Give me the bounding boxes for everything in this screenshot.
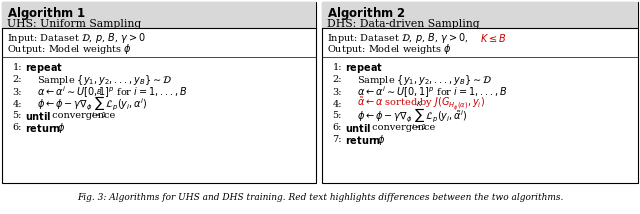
Text: $\mathbf{return}$: $\mathbf{return}$ xyxy=(25,122,61,134)
Text: 4:: 4: xyxy=(13,100,22,108)
Text: 1:: 1: xyxy=(333,64,342,73)
Text: convergence: convergence xyxy=(49,111,115,120)
Text: 3:: 3: xyxy=(333,88,342,97)
Text: Sample $\{y_1, y_2, ..., y_B\} \sim \mathcal{D}$: Sample $\{y_1, y_2, ..., y_B\} \sim \mat… xyxy=(37,73,173,87)
FancyBboxPatch shape xyxy=(2,2,316,28)
Text: $\tilde{\alpha} \leftarrow \alpha$ sorted by $J(G_{H_{\phi}(\alpha)}, y_i)$: $\tilde{\alpha} \leftarrow \alpha$ sorte… xyxy=(357,95,485,113)
Text: $\mathbf{repeat}$: $\mathbf{repeat}$ xyxy=(25,61,63,75)
Text: $\alpha \leftarrow \alpha^i \sim U[0, 1]^p$ for $i = 1, ..., B$: $\alpha \leftarrow \alpha^i \sim U[0, 1]… xyxy=(37,84,188,100)
Text: 6:: 6: xyxy=(13,123,22,132)
FancyBboxPatch shape xyxy=(322,2,638,183)
Text: $\phi$: $\phi$ xyxy=(54,121,65,135)
Text: $\mathbf{return}$: $\mathbf{return}$ xyxy=(345,134,381,146)
Text: $\phi \leftarrow \phi - \gamma\nabla_{\phi} \sum_{i=1}^{B} \mathcal{L}_p(y_i, \a: $\phi \leftarrow \phi - \gamma\nabla_{\p… xyxy=(37,88,148,120)
Text: $\phi$: $\phi$ xyxy=(374,133,385,147)
Text: $\phi \leftarrow \phi - \gamma\nabla_{\phi} \sum_{i=1}^{K} \mathcal{L}_p(y_i, \t: $\phi \leftarrow \phi - \gamma\nabla_{\p… xyxy=(357,100,468,132)
Text: Output: Model weights $\phi$: Output: Model weights $\phi$ xyxy=(327,42,452,56)
Text: Input: Dataset $\mathcal{D}$, $p$, $B$, $\gamma > 0$,: Input: Dataset $\mathcal{D}$, $p$, $B$, … xyxy=(327,31,469,45)
Text: Fig. 3: Algorithms for UHS and DHS training. Red text highlights differences bet: Fig. 3: Algorithms for UHS and DHS train… xyxy=(77,193,563,202)
Text: $\mathbf{Algorithm\ 1}$: $\mathbf{Algorithm\ 1}$ xyxy=(7,4,86,21)
Text: 5:: 5: xyxy=(333,111,342,120)
Text: 3:: 3: xyxy=(13,88,22,97)
Text: $\mathbf{repeat}$: $\mathbf{repeat}$ xyxy=(345,61,383,75)
Text: $\alpha \leftarrow \alpha^i \sim U[0, 1]^p$ for $i = 1, ..., B$: $\alpha \leftarrow \alpha^i \sim U[0, 1]… xyxy=(357,84,508,100)
FancyBboxPatch shape xyxy=(2,2,316,183)
Text: 1:: 1: xyxy=(13,64,22,73)
Text: DHS: Data-driven Sampling: DHS: Data-driven Sampling xyxy=(327,19,479,29)
Text: $\mathbf{until}$: $\mathbf{until}$ xyxy=(25,110,52,122)
Text: Input: Dataset $\mathcal{D}$, $p$, $B$, $\gamma > 0$: Input: Dataset $\mathcal{D}$, $p$, $B$, … xyxy=(7,31,146,45)
Text: Sample $\{y_1, y_2, ..., y_B\} \sim \mathcal{D}$: Sample $\{y_1, y_2, ..., y_B\} \sim \mat… xyxy=(357,73,493,87)
Text: 2:: 2: xyxy=(333,76,342,85)
Text: convergence: convergence xyxy=(369,123,435,132)
Text: $\mathbf{until}$: $\mathbf{until}$ xyxy=(345,122,372,134)
Text: 6:: 6: xyxy=(333,123,342,132)
Text: $\mathbf{Algorithm\ 2}$: $\mathbf{Algorithm\ 2}$ xyxy=(327,4,406,21)
Text: $K \leq B$: $K \leq B$ xyxy=(480,32,506,44)
Text: 7:: 7: xyxy=(333,135,342,144)
Text: UHS: Uniform Sampling: UHS: Uniform Sampling xyxy=(7,19,141,29)
Text: 2:: 2: xyxy=(13,76,22,85)
Text: Output: Model weights $\phi$: Output: Model weights $\phi$ xyxy=(7,42,132,56)
Text: 4:: 4: xyxy=(333,100,342,108)
FancyBboxPatch shape xyxy=(322,2,638,28)
Text: 5:: 5: xyxy=(13,111,22,120)
